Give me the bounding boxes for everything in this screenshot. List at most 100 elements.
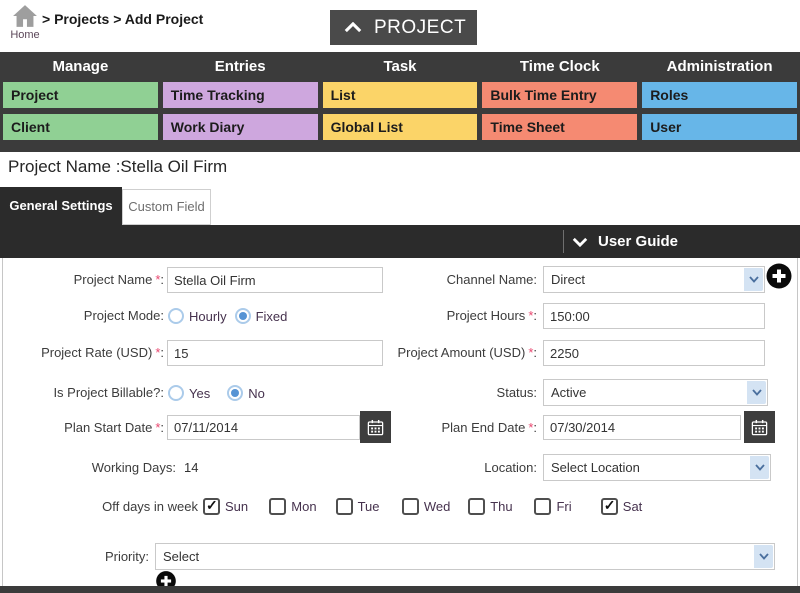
radio-label: Fixed — [255, 308, 288, 324]
checkbox-label: Thu — [490, 499, 513, 514]
channel-name-select[interactable]: Direct — [543, 266, 765, 293]
nav-header-task: Task — [383, 58, 417, 75]
project-rate-label: Project Rate (USD) *: — [41, 345, 164, 360]
nav-item-client[interactable]: Client — [3, 114, 158, 140]
nav-item-user[interactable]: User — [642, 114, 797, 140]
nav-header-time-clock: Time Clock — [519, 58, 600, 75]
plan-start-calendar-button[interactable] — [360, 411, 391, 443]
breadcrumb: > Projects > Add Project — [42, 11, 204, 27]
checkbox-fri[interactable] — [534, 498, 552, 515]
radio-label: Hourly — [189, 308, 227, 324]
user-guide-bar: User Guide — [0, 225, 800, 258]
priority-select[interactable]: Select — [155, 543, 775, 570]
chevron-down-icon — [744, 268, 763, 291]
nav-col-entries: Entries Time Tracking Work Diary — [162, 52, 318, 152]
chevron-down-icon — [754, 545, 773, 568]
chevron-down-icon — [747, 381, 766, 404]
radio-hourly[interactable] — [168, 308, 184, 324]
footer-bar — [0, 586, 800, 593]
nav-item-work-diary[interactable]: Work Diary — [162, 114, 318, 140]
radio-fixed[interactable] — [234, 308, 251, 324]
home-button[interactable]: Home — [4, 4, 46, 41]
project-hours-label: Project Hours *: — [446, 308, 537, 323]
status-select[interactable]: Active — [543, 379, 768, 406]
nav-header-manage: Manage — [52, 58, 109, 75]
billable-radio-group: Yes No — [168, 380, 265, 406]
project-mode-label: Project Mode: — [83, 308, 164, 323]
nav-header-administration: Administration — [666, 58, 773, 75]
calendar-icon — [751, 419, 768, 435]
project-name-label: Project Name *: — [73, 272, 164, 287]
billable-label: Is Project Billable?: — [53, 385, 164, 400]
checkbox-sat[interactable] — [600, 497, 618, 515]
nav-item-roles[interactable]: Roles — [642, 82, 797, 108]
project-mode-radio-group: Hourly Fixed — [168, 303, 287, 329]
checkbox-tue[interactable] — [335, 498, 353, 515]
project-module-toggle[interactable]: PROJECT — [330, 10, 477, 45]
guide-divider — [563, 230, 564, 253]
checkbox-label: Tue — [357, 499, 380, 514]
working-days-label: Working Days: — [91, 460, 176, 475]
form-panel: Project Name*: Channel Name: Direct Proj… — [2, 258, 798, 591]
module-toggle-label: PROJECT — [374, 16, 467, 38]
off-days-label: Off days in week — [102, 499, 198, 514]
checkbox-label: Sun — [225, 499, 249, 514]
project-amount-label: Project Amount (USD) *: — [397, 345, 537, 360]
plan-end-date-label: Plan End Date *: — [441, 420, 537, 435]
checkbox-label: Mon — [291, 499, 317, 514]
checkbox-mon[interactable] — [269, 498, 287, 515]
tab-custom-field[interactable]: Custom Field — [122, 189, 211, 225]
checkbox-wed[interactable] — [401, 498, 419, 515]
project-name-input[interactable] — [167, 267, 383, 293]
nav-header-entries: Entries — [214, 58, 266, 75]
nav-item-time-tracking[interactable]: Time Tracking — [162, 82, 318, 108]
nav-item-bulk-time-entry[interactable]: Bulk Time Entry — [482, 82, 638, 108]
channel-name-value: Direct — [551, 272, 585, 287]
calendar-icon — [367, 419, 384, 435]
nav-item-global-list[interactable]: Global List — [322, 114, 478, 140]
home-label: Home — [10, 29, 40, 41]
nav-item-list[interactable]: List — [322, 82, 478, 108]
nav-col-task: Task List Global List — [322, 52, 478, 152]
user-guide-toggle[interactable]: User Guide — [572, 225, 678, 258]
top-bar: Home > Projects > Add Project PROJECT — [0, 0, 800, 52]
checkbox-label: Wed — [423, 499, 451, 514]
plan-end-calendar-button[interactable] — [744, 411, 775, 443]
nav-item-time-sheet[interactable]: Time Sheet — [482, 114, 638, 140]
radio-yes[interactable] — [168, 385, 184, 401]
location-label: Location: — [484, 460, 537, 475]
location-select[interactable]: Select Location — [543, 454, 771, 481]
project-rate-input[interactable] — [167, 340, 383, 366]
radio-no[interactable] — [227, 385, 244, 401]
location-value: Select Location — [551, 460, 640, 475]
tab-general-settings[interactable]: General Settings — [0, 187, 122, 225]
off-days-checkbox-group: Sun Mon Tue Wed Thu Fri Sat — [203, 497, 667, 516]
project-amount-input[interactable] — [543, 340, 765, 366]
priority-label: Priority: — [104, 549, 149, 564]
user-guide-label: User Guide — [598, 233, 679, 250]
checkbox-sun[interactable] — [203, 497, 220, 515]
status-value: Active — [551, 385, 587, 400]
page-title: Project Name :Stella Oil Firm — [8, 157, 228, 176]
plan-start-date-input[interactable] — [167, 415, 360, 440]
plan-end-date-input[interactable] — [543, 415, 741, 440]
nav-item-project[interactable]: Project — [3, 82, 158, 108]
add-channel-button[interactable] — [765, 262, 793, 290]
nav-col-time-clock: Time Clock Bulk Time Entry Time Sheet — [482, 52, 638, 152]
chevron-down-icon — [750, 456, 769, 479]
nav-col-administration: Administration Roles User — [642, 52, 797, 152]
priority-value: Select — [163, 549, 200, 564]
working-days-value: 14 — [184, 460, 199, 475]
home-icon — [13, 5, 37, 27]
plan-start-date-label: Plan Start Date *: — [64, 420, 164, 435]
checkbox-label: Sat — [622, 499, 643, 514]
add-priority-button[interactable] — [155, 570, 177, 592]
checkbox-thu[interactable] — [468, 498, 486, 515]
project-hours-input[interactable] — [543, 303, 765, 329]
channel-name-label: Channel Name: — [446, 272, 537, 287]
radio-label: No — [248, 385, 265, 401]
nav-col-manage: Manage Project Client — [3, 52, 158, 152]
main-nav: Manage Project Client Entries Time Track… — [0, 52, 800, 152]
chevron-down-icon — [572, 237, 588, 247]
radio-label: Yes — [189, 385, 211, 401]
